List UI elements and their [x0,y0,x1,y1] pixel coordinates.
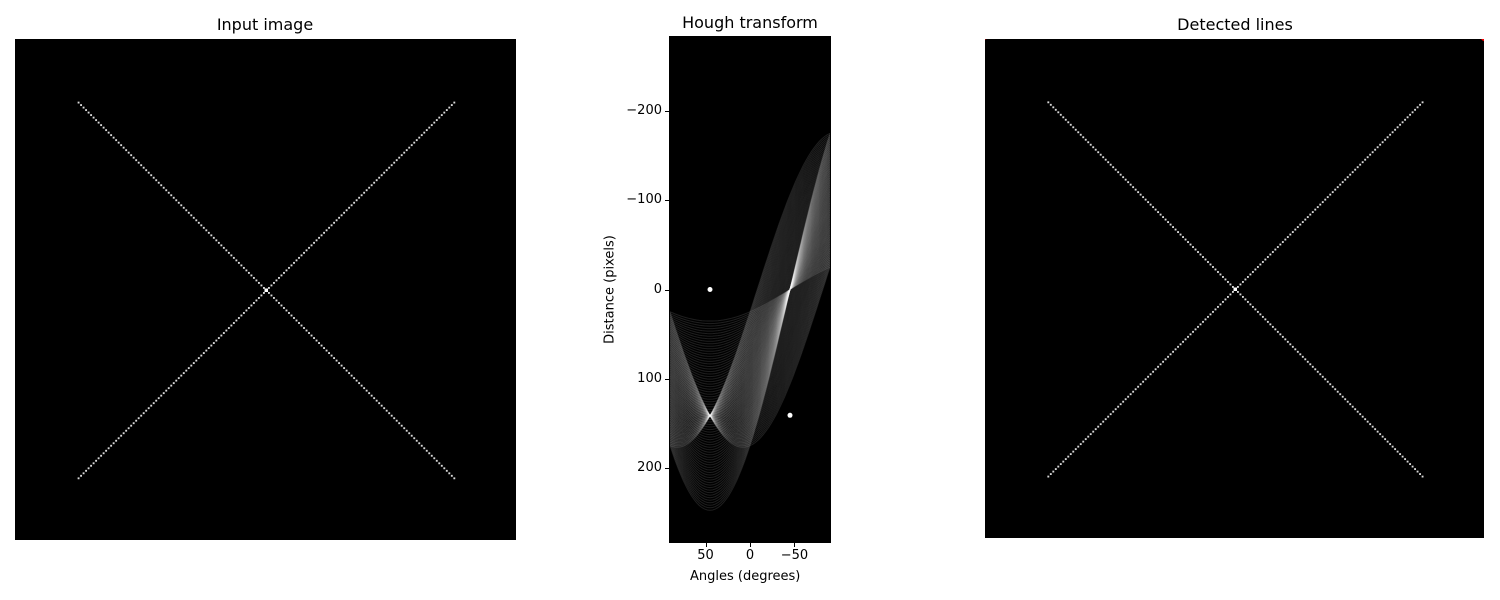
detected-line-1 [1481,39,1484,42]
hough-curves [670,132,830,511]
hough-ytick-mark [665,467,669,469]
hough-ylabel: Distance (pixels) [602,235,618,344]
hough-ytick-mark [665,111,669,113]
hough-ytick-mark [665,378,669,380]
intersection-point [1233,287,1237,291]
hough-xtick-label: −50 [780,548,809,563]
hough-transform-panel [670,37,830,542]
hough-xtick-mark [705,543,707,547]
hough-accumulator [670,132,830,511]
hough-ytick-label: 0 [653,281,662,297]
hough-transform-title: Hough transform [682,13,818,32]
detected-lines-title: Detected lines [1177,15,1293,34]
input-segment-1 [1047,101,1424,478]
input-image-panel [15,39,516,540]
hough-ytick-mark [665,289,669,291]
hough-ytick-mark [665,200,669,202]
hough-ytick-label: −100 [626,192,662,208]
hough-peak-0 [707,287,713,292]
detected-lines-canvas [985,39,1484,478]
hough-xlabel: Angles (degrees) [690,569,801,584]
hough-ytick-label: 200 [637,459,662,475]
detected-lines-panel [985,39,1484,538]
input-segment-0 [1047,101,1424,478]
hough-peak-1 [787,412,793,418]
input-image-canvas [77,101,456,480]
hough-xtick-mark [794,543,796,547]
intersection-point [264,288,269,293]
hough-xtick-label: 0 [745,548,755,563]
input-image-title: Input image [216,15,314,34]
hough-ytick-label: −200 [626,103,662,119]
hough-ytick-label: 100 [637,370,662,386]
input-segment-0 [77,101,456,480]
hough-xtick-mark [750,543,751,547]
hough-xtick-label: 50 [697,548,714,563]
input-segment-1 [77,101,456,480]
